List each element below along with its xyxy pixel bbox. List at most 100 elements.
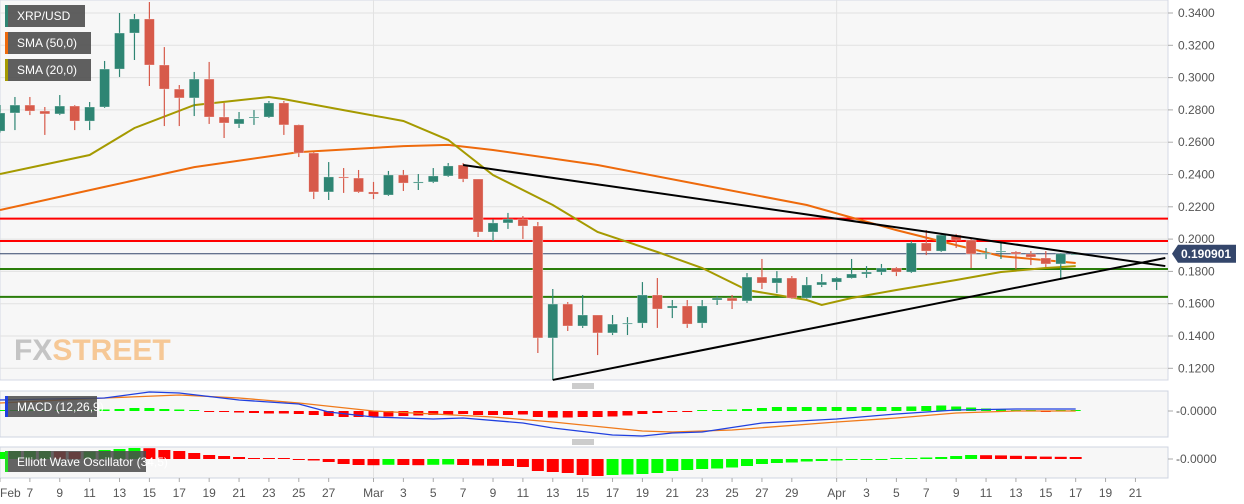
ewo-bar bbox=[472, 459, 485, 466]
candle bbox=[159, 47, 170, 127]
candle-body bbox=[173, 88, 185, 99]
ewo-bar bbox=[800, 459, 813, 462]
ewo-bar bbox=[920, 457, 933, 459]
macd-histogram-bar bbox=[517, 411, 528, 415]
legend-item[interactable]: SMA (50,0) bbox=[5, 32, 91, 54]
candle-body bbox=[99, 68, 110, 108]
x-tick-label: 15 bbox=[576, 486, 590, 500]
ewo-bar bbox=[203, 455, 216, 459]
candle bbox=[353, 169, 364, 193]
ewo-bar bbox=[173, 451, 186, 459]
macd-signal-line bbox=[0, 394, 1076, 433]
candle bbox=[547, 289, 559, 380]
candle-body bbox=[383, 174, 394, 196]
candle bbox=[293, 124, 305, 158]
ewo-bar bbox=[412, 459, 425, 466]
y-tick-label: 0.2200 bbox=[1178, 200, 1215, 214]
x-tick-label: 21 bbox=[232, 486, 246, 500]
candle bbox=[1025, 251, 1037, 266]
candle bbox=[1040, 251, 1052, 268]
x-tick-label: 15 bbox=[143, 486, 157, 500]
candle bbox=[786, 276, 798, 299]
candle bbox=[681, 299, 693, 328]
x-tick-label: 21 bbox=[666, 486, 680, 500]
macd-histogram-bar bbox=[876, 407, 887, 411]
macd-histogram-bar bbox=[831, 407, 842, 411]
ewo-bar bbox=[606, 459, 619, 475]
ewo-bar bbox=[218, 456, 231, 459]
legend-item[interactable]: XRP/USD bbox=[5, 5, 85, 27]
legend-item[interactable]: SMA (20,0) bbox=[5, 59, 91, 81]
ewo-bar bbox=[1039, 456, 1052, 459]
macd-histogram-bar bbox=[502, 411, 513, 415]
ewo-bar bbox=[322, 459, 335, 462]
x-tick-label: 23 bbox=[696, 486, 710, 500]
macd-legend[interactable]: MACD (12,26,9) bbox=[5, 396, 104, 417]
candle-body bbox=[69, 105, 80, 122]
candle bbox=[233, 111, 245, 128]
macd-histogram-bar bbox=[577, 411, 588, 417]
macd-histogram-bar bbox=[278, 411, 289, 414]
candle bbox=[383, 170, 394, 196]
macd-histogram-bar bbox=[219, 411, 230, 412]
x-tick-label: 9 bbox=[953, 486, 960, 500]
x-tick-label: 11 bbox=[980, 486, 993, 500]
candle-body bbox=[413, 181, 424, 184]
macd-histogram-bar bbox=[622, 411, 633, 416]
panel-resize-handle[interactable] bbox=[572, 383, 594, 389]
candle-body bbox=[144, 18, 155, 66]
legend-box bbox=[5, 59, 91, 81]
candle bbox=[711, 295, 723, 305]
ewo-bar bbox=[875, 459, 888, 460]
candle bbox=[487, 219, 499, 242]
candle-body bbox=[233, 118, 245, 125]
candle-body bbox=[248, 116, 260, 119]
candle bbox=[891, 267, 902, 277]
candle-body bbox=[547, 303, 559, 339]
macd-histogram-bar bbox=[263, 411, 274, 414]
macd-histogram-bar bbox=[443, 411, 454, 415]
panel-resize-handle[interactable] bbox=[572, 439, 594, 445]
macd-histogram-bar bbox=[323, 411, 334, 416]
candle-body bbox=[726, 297, 738, 302]
candle bbox=[427, 168, 439, 184]
x-tick-label: 29 bbox=[785, 486, 799, 500]
candle bbox=[652, 278, 663, 328]
current-price-label: 0.190901 bbox=[1181, 247, 1231, 261]
candle-body bbox=[263, 102, 275, 118]
macd-histogram-bar bbox=[248, 411, 259, 413]
candle bbox=[637, 282, 648, 328]
candle-body bbox=[457, 164, 469, 180]
candle-body bbox=[323, 176, 334, 193]
y-tick-label: 0.1800 bbox=[1178, 264, 1215, 278]
y-tick-label: 0.2800 bbox=[1178, 103, 1215, 117]
ewo-bar bbox=[965, 455, 978, 459]
macd-histogram-bar bbox=[547, 411, 558, 418]
macd-histogram-bar bbox=[144, 408, 155, 411]
x-tick-label: 7 bbox=[27, 486, 34, 500]
ewo-legend[interactable]: Elliott Wave Oscillator (34,5) bbox=[5, 451, 168, 472]
ewo-bar bbox=[292, 459, 305, 460]
macd-histogram-bar bbox=[921, 406, 932, 411]
ewo-bar bbox=[621, 459, 634, 475]
ewo-bar bbox=[561, 459, 574, 473]
ewo-bar bbox=[516, 459, 529, 467]
ewo-bar bbox=[382, 459, 395, 465]
x-tick-label: 9 bbox=[490, 486, 497, 500]
x-tick-label: 17 bbox=[173, 486, 187, 500]
candle bbox=[203, 61, 215, 124]
candle-body bbox=[607, 323, 618, 334]
candle-body bbox=[816, 281, 828, 286]
macd-histogram-bar bbox=[308, 411, 319, 415]
candle bbox=[442, 163, 454, 177]
candle bbox=[1010, 251, 1022, 269]
candle-body bbox=[980, 252, 992, 255]
candle-body bbox=[622, 322, 633, 325]
candle bbox=[263, 101, 275, 118]
x-tick-label: 27 bbox=[755, 486, 769, 500]
macd-histogram-bar bbox=[861, 407, 872, 411]
trendline bbox=[552, 257, 1166, 381]
ewo-bar bbox=[427, 459, 440, 465]
x-tick-label: 11 bbox=[83, 486, 96, 500]
